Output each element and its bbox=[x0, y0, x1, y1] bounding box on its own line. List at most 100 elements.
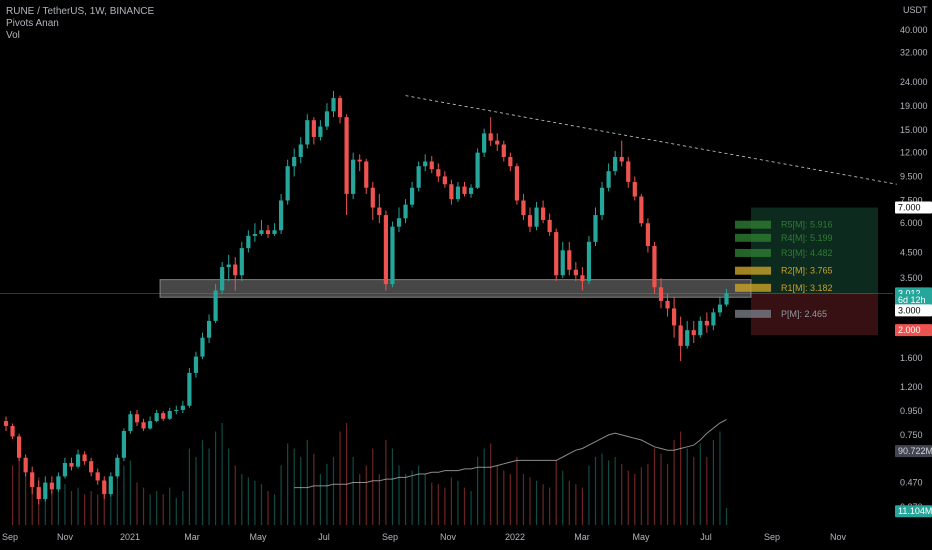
price-axis[interactable]: USDT 40.000 32.000 24.000 19.000 15.000 12.000… bbox=[895, 5, 932, 518]
candle-up bbox=[239, 248, 244, 276]
volume-bar bbox=[535, 480, 538, 525]
candle-down bbox=[521, 200, 526, 216]
indicator-volume-label[interactable]: Vol bbox=[6, 30, 20, 41]
volume-bar bbox=[90, 491, 92, 525]
price-tick-label: 6.000 bbox=[900, 218, 923, 228]
candle-down bbox=[449, 184, 454, 200]
symbol-title[interactable]: RUNE / TetherUS, 1W, BINANCE bbox=[6, 6, 155, 17]
volume-bar bbox=[621, 463, 623, 525]
volume-bar bbox=[496, 465, 498, 525]
candle-up bbox=[724, 293, 729, 305]
volume-bar bbox=[516, 457, 518, 525]
volume-bar bbox=[195, 457, 197, 525]
price-badge bbox=[895, 201, 932, 214]
price-tick-label: 19.000 bbox=[900, 101, 928, 111]
candle-up bbox=[685, 330, 690, 346]
candle-down bbox=[527, 215, 533, 227]
candle-down bbox=[501, 144, 506, 157]
volume-bar bbox=[18, 457, 20, 525]
indicator-pivots-label[interactable]: Pivots Anan bbox=[6, 18, 59, 29]
candle-up bbox=[331, 98, 336, 112]
time-tick-label: May bbox=[632, 532, 650, 542]
price-badge-label: 2.000 bbox=[898, 325, 921, 335]
volume-bar bbox=[725, 508, 728, 525]
candle-up bbox=[206, 320, 212, 338]
volume-bar bbox=[228, 448, 230, 525]
candle-down bbox=[573, 269, 578, 276]
volume-bar bbox=[169, 487, 171, 525]
position-target-zone bbox=[751, 207, 878, 294]
volume-bar bbox=[653, 448, 656, 525]
candle-up bbox=[285, 166, 290, 201]
volume-bar bbox=[463, 487, 466, 525]
price-badge bbox=[895, 304, 932, 317]
candle-down bbox=[344, 117, 349, 194]
volume-bar bbox=[247, 477, 249, 525]
candle-down bbox=[488, 133, 493, 141]
price-badge-label: 11.104M bbox=[898, 506, 932, 516]
candle-down bbox=[69, 462, 74, 467]
candle-up bbox=[599, 187, 605, 216]
pivot-swatch bbox=[735, 309, 771, 318]
volume-bar bbox=[300, 457, 302, 525]
volume-bar bbox=[509, 474, 511, 525]
price-badge-label: 6d 12h bbox=[898, 295, 926, 305]
volume-bar bbox=[359, 474, 361, 525]
candle-up bbox=[220, 267, 225, 291]
volume-bar bbox=[673, 440, 675, 525]
volume-bar bbox=[450, 477, 452, 525]
candle-down bbox=[567, 250, 572, 270]
volume-bar bbox=[273, 494, 276, 525]
candle-down bbox=[383, 215, 388, 285]
volume-bar bbox=[110, 482, 112, 525]
time-tick-label: Nov bbox=[830, 532, 847, 542]
candle-down bbox=[161, 413, 166, 419]
volume-bar bbox=[680, 431, 682, 525]
volume-bar bbox=[254, 480, 256, 525]
volume-bar bbox=[411, 470, 413, 525]
candle-up bbox=[423, 161, 428, 167]
price-badge bbox=[895, 294, 932, 307]
candle-up bbox=[128, 414, 133, 432]
price-badge-label: 3.012 bbox=[898, 288, 921, 298]
candle-up bbox=[475, 152, 480, 188]
pivot-label: R1[M]: 3.182 bbox=[781, 283, 833, 293]
candle-down bbox=[265, 230, 271, 234]
candle-up bbox=[62, 462, 68, 477]
volume-bar bbox=[287, 443, 289, 525]
candle-up bbox=[154, 413, 159, 422]
volume-bar bbox=[215, 431, 217, 525]
time-tick-label: Mar bbox=[574, 532, 590, 542]
volume-bar bbox=[31, 482, 33, 525]
price-tick-label: 0.470 bbox=[900, 478, 923, 488]
pivot-swatch bbox=[735, 248, 771, 257]
volume-bar bbox=[346, 423, 348, 525]
position-stop-zone bbox=[751, 293, 878, 336]
candle-up bbox=[226, 264, 231, 268]
candle-down bbox=[626, 161, 631, 182]
candle-down bbox=[678, 325, 683, 346]
candle-up bbox=[115, 457, 120, 477]
candle-up bbox=[586, 241, 592, 282]
pivot-label: R2[M]: 3.765 bbox=[781, 266, 833, 276]
candle-up bbox=[698, 320, 703, 336]
candle-down bbox=[377, 207, 382, 216]
candle-down bbox=[311, 120, 316, 137]
volume-bar bbox=[719, 431, 721, 525]
time-tick-label: Jul bbox=[700, 532, 712, 542]
candle-up bbox=[416, 166, 421, 188]
price-tick-label: 40.000 bbox=[900, 25, 928, 35]
volume-bar bbox=[699, 443, 701, 525]
volume-bar bbox=[483, 448, 485, 525]
time-tick-label: Sep bbox=[2, 532, 18, 542]
time-axis[interactable]: Sep Nov 2021 Mar May Jul Sep Nov 2022 Mar May Jul Se… bbox=[2, 532, 847, 542]
price-tick-label: 9.500 bbox=[900, 171, 923, 181]
candle-up bbox=[246, 235, 251, 249]
volume-bar bbox=[640, 467, 642, 525]
candle-up bbox=[711, 312, 716, 326]
candle-up bbox=[259, 230, 264, 234]
candle-up bbox=[324, 111, 330, 127]
volume-bar bbox=[51, 491, 53, 525]
